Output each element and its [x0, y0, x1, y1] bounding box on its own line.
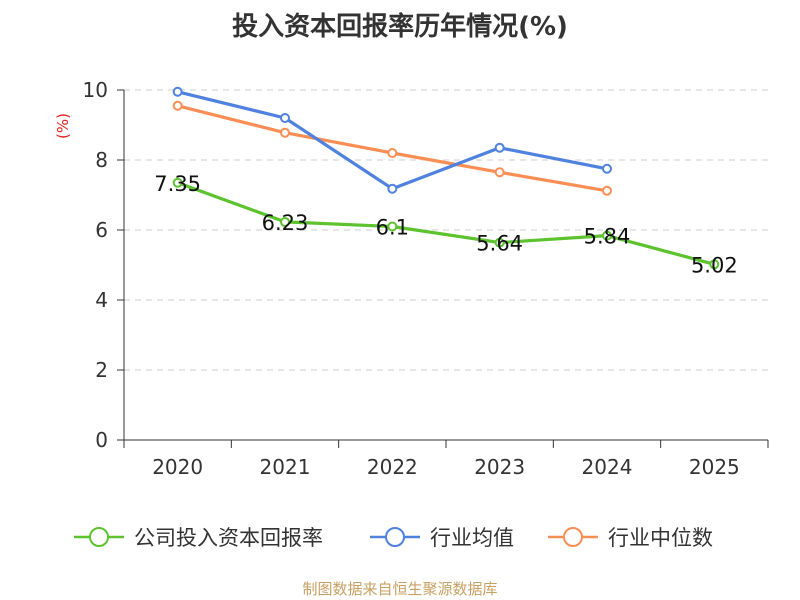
data-label-2020: 7.35: [154, 172, 201, 196]
x-tick-label-2022: 2022: [367, 455, 418, 479]
series-0-point-2021: [280, 216, 290, 227]
legend-marker-1: [385, 527, 405, 547]
legend-label-0: 公司投入资本回报率: [134, 526, 323, 550]
data-label-2024: 5.84: [584, 225, 631, 249]
series-1-point-2021: [280, 113, 290, 123]
series-0-point-2022: [387, 221, 398, 232]
y-tick-label-10: 10: [83, 78, 108, 102]
y-tick-label-2: 2: [95, 358, 108, 382]
series-0-point-2020: [172, 177, 183, 188]
x-tick-label-2023: 2023: [474, 455, 525, 479]
chart-title: 投入资本回报率历年情况(%): [232, 12, 568, 42]
legend-label-1: 行业均值: [430, 526, 514, 550]
series-2-point-2024: [602, 185, 612, 196]
y-tick-label-0: 0: [95, 428, 108, 452]
series-1-point-2020: [172, 86, 183, 97]
x-tick-label-2024: 2024: [582, 455, 633, 479]
data-label-2023: 5.64: [476, 232, 523, 256]
x-tick-label-2025: 2025: [689, 455, 740, 479]
x-tick-label-2020: 2020: [152, 455, 203, 479]
series-1-point-2023: [494, 142, 505, 153]
data-label-2022: 6.1: [376, 216, 409, 240]
series-0-point-2024: [602, 230, 612, 241]
y-tick-label-4: 4: [95, 288, 108, 312]
series-1-point-2024: [602, 163, 612, 174]
series-1-point-2022: [387, 183, 398, 194]
y-axis-label: (%): [54, 113, 72, 139]
legend-marker-0: [89, 527, 109, 547]
x-tick-label-2021: 2021: [260, 455, 311, 479]
series-2-point-2023: [494, 167, 505, 178]
legend-label-2: 行业中位数: [608, 526, 713, 550]
series-0-point-2023: [494, 237, 505, 248]
series-2-point-2020: [172, 100, 183, 111]
series-0-point-2025: [709, 259, 720, 270]
y-tick-label-6: 6: [95, 218, 108, 242]
source-label: 制图数据来自恒生聚源数据库: [302, 580, 498, 598]
series-2-point-2022: [387, 148, 398, 158]
data-label-2021: 6.23: [262, 211, 309, 235]
legend-marker-2: [563, 527, 583, 547]
series-line-1: [176, 90, 609, 191]
data-label-2025: 5.02: [691, 253, 738, 277]
series-2-point-2021: [280, 127, 290, 138]
series-line-0: [176, 181, 716, 266]
y-tick-label-8: 8: [95, 148, 108, 172]
